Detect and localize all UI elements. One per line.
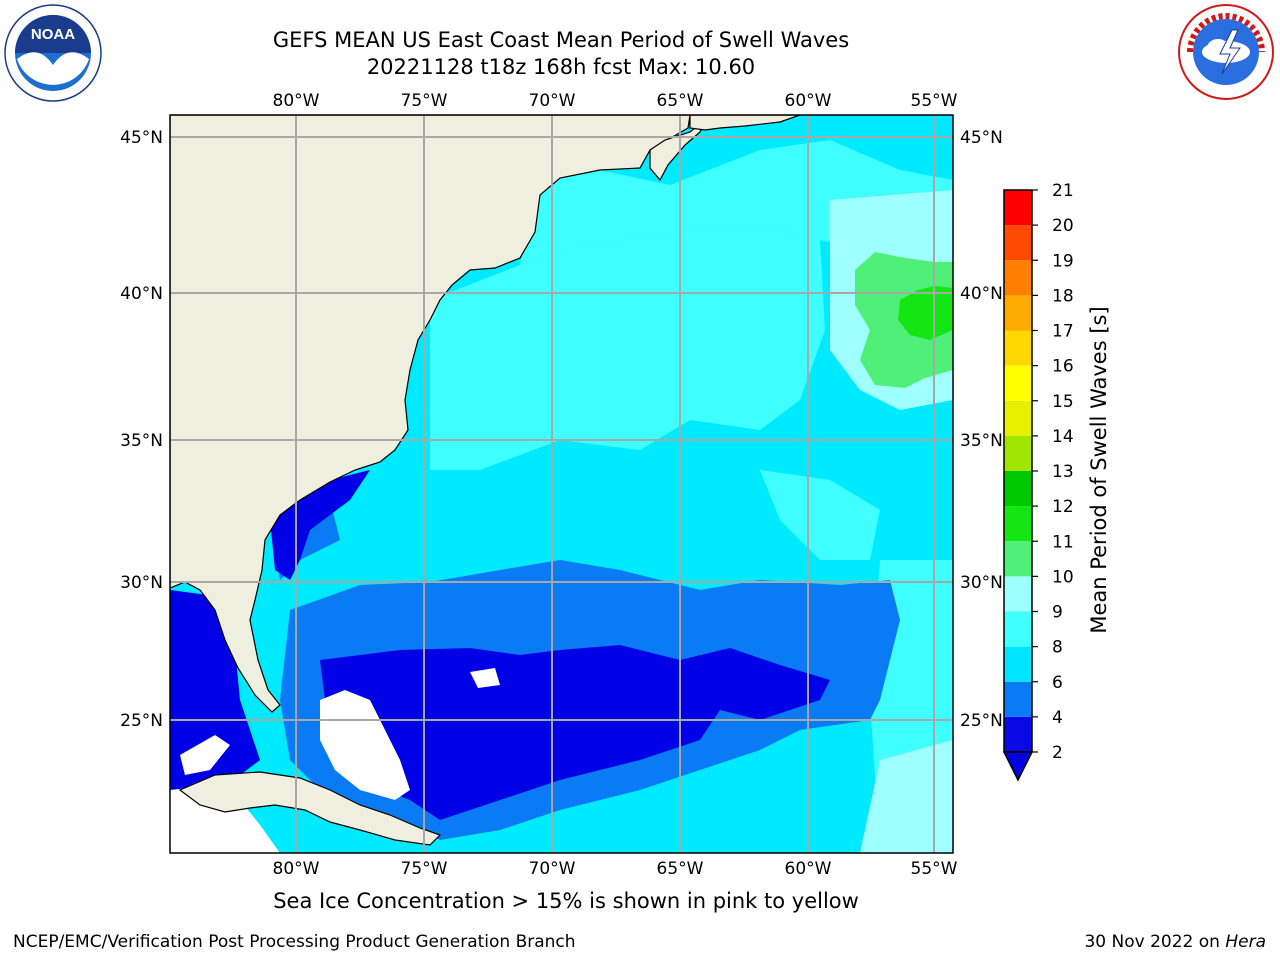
lon-tick-bottom: 65°W <box>657 859 704 879</box>
swell-2-4s-region <box>320 645 830 820</box>
lat-ticks-left: 45°N 40°N 35°N 30°N 25°N <box>120 128 163 731</box>
colorbar-segment <box>1004 260 1032 296</box>
colorbar-ticks: 2 4 6 8 9 10 11 12 13 14 15 16 17 18 19 20 21 <box>1032 181 1074 763</box>
chart-title: GEFS MEAN US East Coast Mean Period of S… <box>272 28 850 52</box>
colorbar-tick-label: 16 <box>1052 357 1074 377</box>
colorbar-tick-label: 11 <box>1052 532 1074 552</box>
no-data-region <box>470 668 500 688</box>
swell-10-11s-region <box>898 286 953 340</box>
colorbar-segment <box>1004 611 1032 647</box>
no-data-region <box>180 735 230 775</box>
colorbar-extend-arrow <box>1002 751 1034 782</box>
colorbar-tick-label: 6 <box>1052 673 1063 693</box>
lat-tick-right: 40°N <box>960 284 1003 304</box>
chart-subtitle: 20221128 t18z 168h fcst Max: 10.60 <box>366 55 756 79</box>
canada-land <box>689 115 801 131</box>
lat-tick-right: 35°N <box>960 431 1003 451</box>
lat-tick-left: 40°N <box>120 284 163 304</box>
colorbar-segment <box>1004 225 1032 261</box>
lon-tick-top: 65°W <box>657 91 704 111</box>
lon-tick-top: 75°W <box>401 91 448 111</box>
lat-tick-left: 25°N <box>120 711 163 731</box>
swell-8-9s-region <box>860 740 953 853</box>
lat-tick-left: 35°N <box>120 431 163 451</box>
noaa-logo: NOAA <box>3 3 103 103</box>
map-gridlines <box>170 115 953 853</box>
colorbar-tick-label: 10 <box>1052 567 1074 587</box>
colorbar-segment <box>1004 506 1032 542</box>
lon-ticks-bottom: 80°W 75°W 70°W 65°W 60°W 55°W <box>273 859 958 879</box>
colorbar-tick-label: 4 <box>1052 708 1063 728</box>
lon-tick-bottom: 55°W <box>911 859 958 879</box>
generation-date: 30 Nov 2022 on Hera <box>1084 932 1266 952</box>
cuba-land <box>178 771 442 846</box>
colorbar-tick-label: 21 <box>1052 181 1074 201</box>
lat-tick-left: 45°N <box>120 128 163 148</box>
lon-tick-top: 70°W <box>529 91 576 111</box>
colorbar-tick-label: 14 <box>1052 427 1074 447</box>
colorbar-segment <box>1004 330 1032 366</box>
swell-2-4s-region <box>170 590 260 800</box>
lat-tick-right: 30°N <box>960 573 1003 593</box>
colorbar-segment <box>1004 471 1032 507</box>
generation-date-text: 30 Nov 2022 on <box>1084 932 1226 952</box>
colorbar-tick-label: 8 <box>1052 638 1063 658</box>
nws-logo <box>1176 2 1276 102</box>
colorbar-segment <box>1004 541 1032 577</box>
swell-6-8s-region <box>760 470 880 560</box>
map-plot-area <box>170 115 953 853</box>
lat-ticks-right: 45°N 40°N 35°N 30°N 25°N <box>960 128 1003 731</box>
colorbar-tick-label: 17 <box>1052 322 1074 342</box>
lon-tick-top: 60°W <box>785 91 832 111</box>
lon-tick-bottom: 60°W <box>785 859 832 879</box>
lon-tick-bottom: 80°W <box>273 859 320 879</box>
noaa-logo-text: NOAA <box>31 26 75 43</box>
lon-tick-top: 80°W <box>273 91 320 111</box>
lat-tick-left: 30°N <box>120 573 163 593</box>
colorbar-tick-label: 18 <box>1052 286 1074 306</box>
lat-tick-right: 45°N <box>960 128 1003 148</box>
colorbar-tick-label: 19 <box>1052 251 1074 271</box>
colorbar-label: Mean Period of Swell Waves [s] <box>1087 306 1111 633</box>
colorbar-tick-label: 20 <box>1052 216 1074 236</box>
lon-tick-bottom: 75°W <box>401 859 448 879</box>
colorbar-segment <box>1004 681 1032 717</box>
colorbar-segment <box>1004 435 1032 471</box>
colorbar-tick-label: 9 <box>1052 603 1063 623</box>
colorbar-segment <box>1004 646 1032 682</box>
colorbar-segment <box>1004 576 1032 612</box>
colorbar-segment <box>1004 295 1032 331</box>
lon-ticks-top: 80°W 75°W 70°W 65°W 60°W 55°W <box>273 91 958 111</box>
colorbar-segment <box>1004 400 1032 436</box>
colorbar-tick-label: 12 <box>1052 497 1074 517</box>
colorbar-segment <box>1004 716 1032 752</box>
colorbar-tick-label: 13 <box>1052 462 1074 482</box>
lon-tick-top: 55°W <box>911 91 958 111</box>
machine-name: Hera <box>1225 932 1266 952</box>
no-data-region <box>320 690 410 800</box>
producer-credit: NCEP/EMC/Verification Post Processing Pr… <box>13 932 576 952</box>
lon-tick-bottom: 70°W <box>529 859 576 879</box>
swell-6-8s-region <box>430 225 825 470</box>
lat-tick-right: 25°N <box>960 711 1003 731</box>
map-border <box>169 114 954 854</box>
north-america-land <box>170 115 691 713</box>
colorbar <box>1002 189 1034 782</box>
colorbar-segment <box>1004 190 1032 226</box>
colorbar-tick-label: 15 <box>1052 392 1074 412</box>
colorbar-segment <box>1004 365 1032 401</box>
colorbar-tick-label: 2 <box>1052 743 1063 763</box>
sea-ice-note: Sea Ice Concentration > 15% is shown in … <box>273 889 859 913</box>
